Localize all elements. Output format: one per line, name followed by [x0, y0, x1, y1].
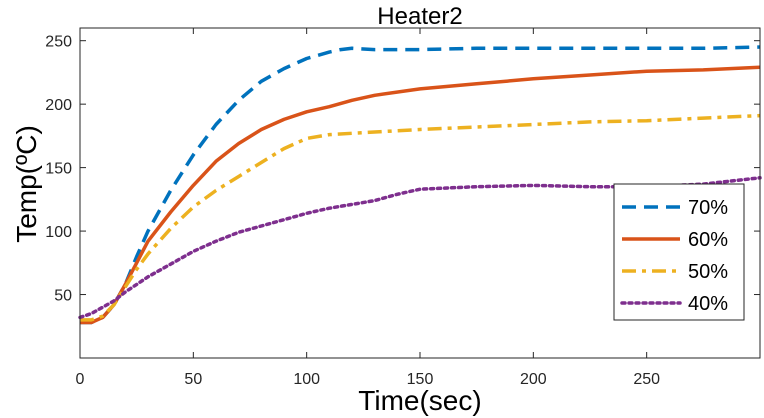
legend-label: 70% — [688, 197, 728, 219]
series-line-70pct — [80, 45, 761, 325]
legend-label: 50% — [688, 261, 728, 283]
x-tick-label: 100 — [293, 371, 320, 388]
series-line-40pct — [78, 176, 762, 320]
x-tick-label: 50 — [184, 371, 202, 388]
x-tick-label: 250 — [633, 371, 660, 388]
legend-label: 60% — [688, 229, 728, 251]
y-tick-label: 50 — [54, 288, 72, 305]
x-tick-label: 0 — [76, 371, 85, 388]
legend: 70% 60% 50% 40% — [613, 183, 745, 321]
series-line-60pct — [80, 65, 761, 325]
x-axis-label: Time(sec) — [358, 385, 481, 416]
y-tick-label: 150 — [45, 161, 72, 178]
y-tick-label: 200 — [45, 97, 72, 114]
x-tick-label: 150 — [407, 371, 434, 388]
y-tick-label: 250 — [45, 34, 72, 51]
chart-title: Heater2 — [377, 3, 462, 30]
x-tick-label: 200 — [520, 371, 547, 388]
axes-layer: 0 50 100 150 200 250 50 100 150 200 250 — [45, 27, 761, 388]
legend-label: 40% — [688, 293, 728, 315]
y-axis-label: Temp(ºC) — [11, 125, 42, 243]
series-layer — [78, 45, 762, 325]
y-tick-label: 100 — [45, 224, 72, 241]
